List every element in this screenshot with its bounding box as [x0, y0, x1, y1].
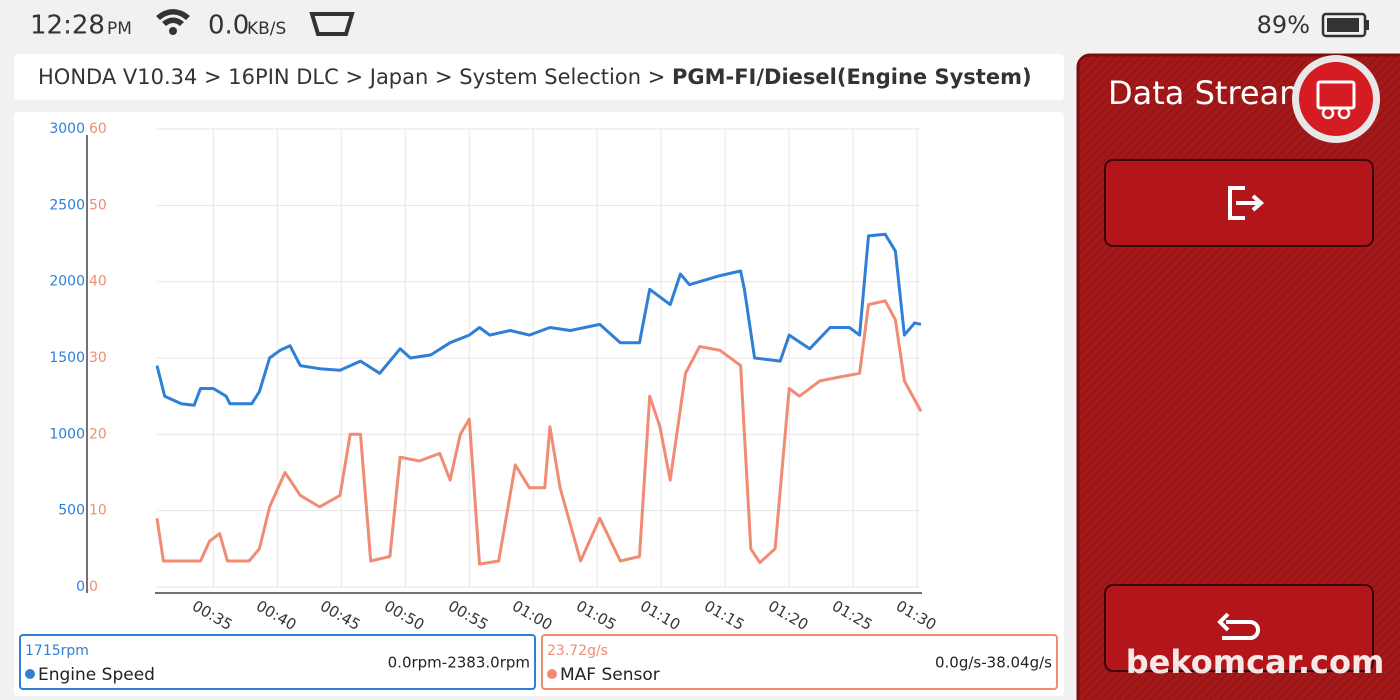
sidebar-title: Data Stream — [1108, 74, 1310, 112]
y-tick-label: 1000 — [49, 426, 85, 442]
legend-range: 0.0g/s-38.04g/s — [935, 654, 1052, 672]
back-button[interactable] — [1104, 584, 1374, 672]
y2-tick-label: 40 — [89, 274, 107, 290]
y2-tick-label: 0 — [89, 579, 98, 595]
legend-name: Engine Speed — [38, 665, 155, 685]
y2-tick-label: 50 — [89, 197, 107, 213]
legend-dot — [547, 669, 557, 679]
breadcrumb-panel — [14, 54, 1064, 100]
y2-tick-label: 60 — [89, 121, 107, 137]
record-button[interactable] — [1292, 55, 1380, 143]
y2-tick-label: 10 — [89, 503, 107, 519]
breadcrumb-path: HONDA V10.34 > 16PIN DLC > Japan > Syste… — [38, 65, 672, 89]
legend-range: 0.0rpm-2383.0rpm — [388, 654, 530, 672]
data-line — [155, 232, 922, 407]
exit-button[interactable] — [1104, 159, 1374, 247]
breadcrumb-current: PGM-FI/Diesel(Engine System) — [672, 65, 1032, 89]
net-unit: KB/S — [247, 19, 286, 39]
y-tick-label: 1500 — [49, 350, 85, 366]
breadcrumb: HONDA V10.34 > 16PIN DLC > Japan > Syste… — [38, 65, 1032, 89]
obd-icon — [309, 12, 355, 36]
clock: 12:28 — [30, 11, 105, 41]
ampm: PM — [107, 19, 132, 39]
legend-dot — [25, 669, 35, 679]
legend-current: 1715rpm — [25, 643, 89, 659]
legend-current: 23.72g/s — [547, 643, 608, 659]
watermark: bekomcar.com — [1126, 643, 1385, 681]
y-tick-label: 500 — [58, 503, 85, 519]
battery-icon — [1321, 12, 1369, 38]
y-tick-label: 3000 — [49, 121, 85, 137]
y2-tick-label: 20 — [89, 426, 107, 442]
legend-box — [19, 634, 536, 690]
net-speed: 0.0 — [208, 11, 249, 41]
chart-panel — [14, 112, 1064, 696]
battery-text: 89% — [1257, 11, 1310, 39]
legend-box — [541, 634, 1058, 690]
y-tick-label: 2000 — [49, 274, 85, 290]
y-tick-label: 0 — [76, 579, 85, 595]
legend-name: MAF Sensor — [560, 665, 660, 685]
wifi-icon — [156, 9, 190, 35]
data-line — [155, 299, 923, 566]
y-tick-label: 2500 — [49, 197, 85, 213]
y2-tick-label: 30 — [89, 350, 107, 366]
